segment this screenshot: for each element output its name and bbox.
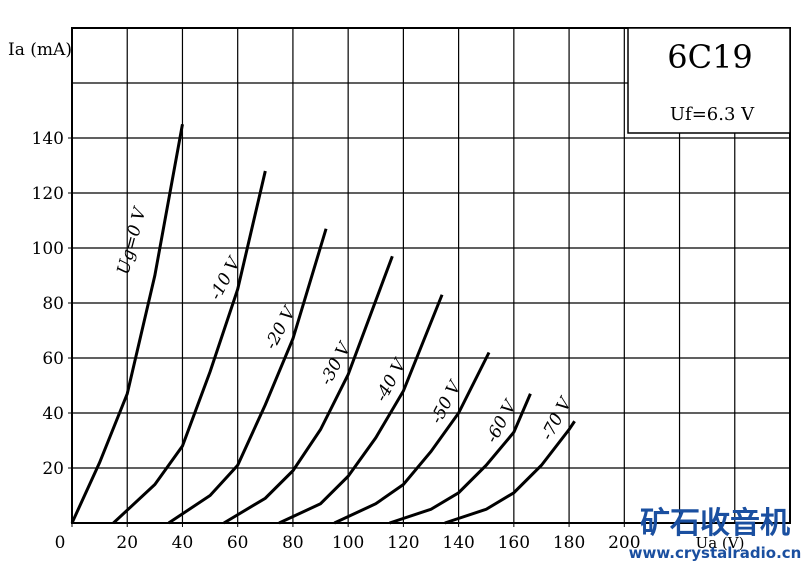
x-axis-label: Ua (V) (696, 534, 745, 552)
x-tick-label: 100 (332, 533, 364, 553)
x-tick-label: 0 (55, 533, 66, 553)
curve (389, 393, 532, 525)
curve (278, 294, 444, 525)
curve (444, 420, 576, 525)
chart-subtitle: Uf=6.3 V (670, 104, 755, 125)
watermark-url: www.crystalradio.cn (629, 544, 802, 562)
x-tick-label: 200 (608, 533, 640, 553)
x-tick-label: 40 (172, 533, 194, 553)
x-tick-label: 160 (498, 533, 530, 553)
curve (167, 228, 328, 525)
y-tick-label: 140 (32, 129, 64, 149)
y-tick-label: 20 (42, 459, 64, 479)
x-tick-label: 140 (442, 533, 474, 553)
curve (333, 351, 491, 525)
x-tick-label: 60 (227, 533, 249, 553)
x-tick-label: 20 (116, 533, 138, 553)
chart-title: 6C19 (667, 38, 753, 76)
curve (223, 255, 394, 525)
curve (112, 170, 267, 525)
y-axis-label: Ia (mA) (8, 40, 72, 60)
y-tick-label: 120 (32, 184, 64, 204)
x-tick-label: 80 (282, 533, 304, 553)
x-tick-label: 120 (387, 533, 419, 553)
x-tick-label: 180 (553, 533, 585, 553)
y-tick-label: 100 (32, 239, 64, 259)
title-box (627, 27, 791, 134)
curve (70, 123, 184, 524)
plot-frame (71, 27, 791, 524)
watermark: 矿石收音机 (640, 506, 790, 541)
y-tick-label: 60 (42, 349, 64, 369)
y-tick-label: 80 (42, 294, 64, 314)
y-tick-label: 40 (42, 404, 64, 424)
